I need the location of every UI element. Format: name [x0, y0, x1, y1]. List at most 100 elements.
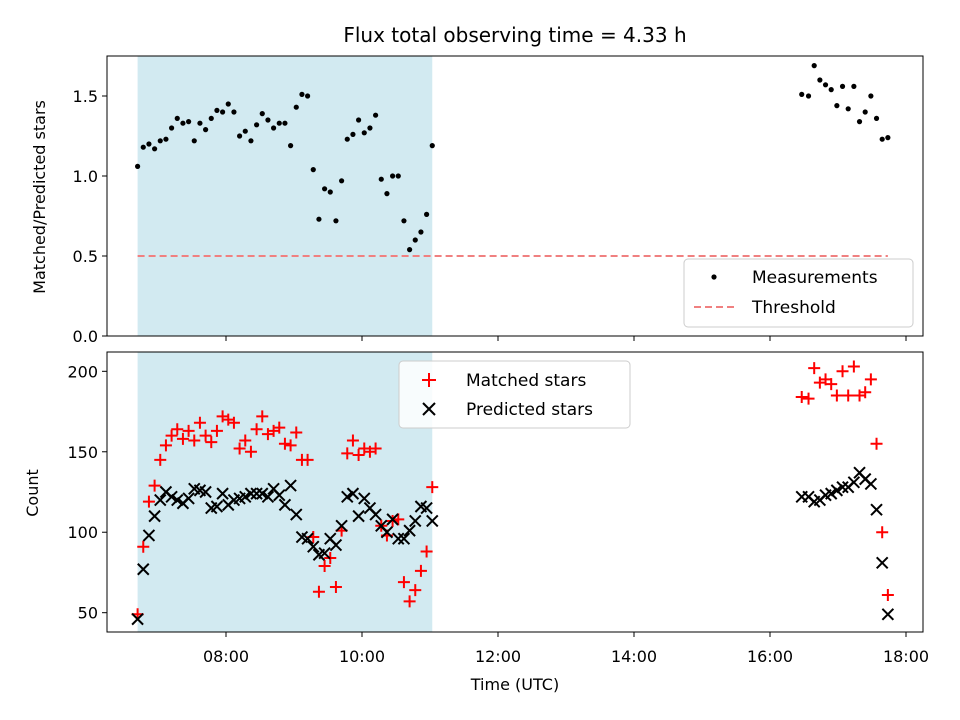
- predicted-star-marker: [142, 529, 156, 542]
- measurement-points: [135, 63, 891, 253]
- measurement-point: [208, 115, 214, 121]
- measurement-point: [885, 135, 891, 141]
- measurement-point: [276, 120, 282, 126]
- legend-predicted-label: Predicted stars: [466, 400, 593, 420]
- matched-star-marker: [193, 416, 206, 429]
- matched-star-marker: [210, 424, 223, 437]
- matched-star-marker: [142, 495, 155, 508]
- top-legend: Measurements Threshold: [683, 258, 914, 328]
- chart-title: Flux total observing time = 4.33 h: [343, 23, 686, 47]
- measurement-point: [203, 127, 209, 133]
- matched-star-marker: [409, 584, 422, 597]
- predicted-star-marker: [239, 490, 252, 504]
- predicted-star-marker: [875, 556, 889, 570]
- measurement-point: [225, 101, 231, 107]
- measurement-point: [868, 93, 874, 99]
- matched-star-marker: [188, 434, 201, 447]
- measurement-point: [799, 91, 805, 97]
- predicted-star-marker: [199, 485, 212, 499]
- measurement-point: [828, 87, 834, 93]
- matched-star-marker: [256, 410, 269, 423]
- measurement-point: [856, 119, 863, 125]
- top-observing-window: [137, 56, 433, 336]
- predicted-star-marker: [824, 487, 838, 500]
- measurement-point: [873, 115, 880, 121]
- top-plot-frame: [106, 55, 924, 337]
- predicted-star-marker: [171, 493, 184, 507]
- measurement-point: [282, 120, 288, 126]
- measurement-point: [152, 146, 158, 152]
- predicted-star-marker: [352, 509, 365, 523]
- matched-star-marker: [182, 424, 195, 437]
- matched-star-marker: [808, 362, 821, 375]
- measurement-point: [305, 93, 311, 99]
- measurement-point: [271, 125, 277, 131]
- measurement-point: [418, 229, 424, 235]
- predicted-star-marker: [301, 532, 314, 545]
- measurement-point: [322, 186, 328, 192]
- predicted-star-marker: [847, 476, 861, 489]
- matched-star-marker: [171, 423, 184, 436]
- measurement-point: [169, 125, 175, 131]
- matched-star-marker: [426, 481, 439, 494]
- measurement-point: [361, 130, 367, 136]
- measurement-point: [299, 91, 305, 97]
- bottom-y-axis-label: Count: [23, 469, 42, 517]
- predicted-star-marker: [380, 526, 394, 539]
- predicted-star-marker: [864, 477, 878, 491]
- measurement-point: [845, 106, 851, 112]
- predicted-star-marker: [426, 514, 439, 528]
- measurement-point: [879, 136, 885, 142]
- predicted-star-marker: [290, 508, 303, 521]
- matched-star-marker: [392, 513, 405, 526]
- legend-matched-marker: [422, 373, 436, 387]
- measurement-point: [367, 125, 373, 131]
- predicted-star-marker: [335, 519, 348, 533]
- measurement-point: [862, 109, 868, 115]
- measurement-point: [373, 112, 379, 118]
- measurement-point: [356, 117, 362, 123]
- measurement-point: [220, 109, 226, 115]
- predicted-star-marker: [329, 538, 343, 552]
- predicted-star-marker: [278, 498, 292, 512]
- predicted-star-marker: [250, 487, 263, 500]
- predicted-star-marker: [131, 612, 144, 626]
- predicted-star-marker: [307, 540, 320, 553]
- predicted-star-marker: [165, 490, 178, 504]
- x-tick-label: 12:00: [475, 647, 521, 666]
- top-legend-box: [683, 258, 914, 328]
- matched-star-marker: [795, 391, 808, 404]
- measurement-point: [214, 107, 220, 113]
- measurement-point: [191, 138, 197, 144]
- matched-star-marker: [842, 389, 855, 402]
- matched-star-marker: [397, 576, 410, 589]
- measurement-point: [839, 83, 846, 89]
- measurement-point: [384, 191, 390, 197]
- measurement-point: [327, 189, 333, 195]
- bottom-y-tick-label: 100: [67, 523, 98, 542]
- matched-star-marker: [227, 416, 240, 429]
- measurement-point: [259, 111, 265, 117]
- measurement-point: [157, 138, 163, 144]
- measurement-point: [174, 115, 180, 121]
- measurement-point: [197, 120, 203, 126]
- measurement-point: [140, 144, 146, 150]
- matched-star-marker: [154, 453, 167, 466]
- predicted-star-marker: [397, 532, 411, 545]
- predicted-star-marker: [830, 484, 844, 497]
- predicted-star-marker: [273, 489, 286, 502]
- measurement-point: [254, 122, 260, 128]
- measurement-point: [378, 176, 384, 182]
- bottom-legend-box: [398, 360, 631, 429]
- matched-star-marker: [341, 447, 354, 460]
- measurement-point: [407, 247, 413, 253]
- matched-star-marker: [825, 378, 838, 391]
- measurement-point: [135, 163, 141, 169]
- predicted-star-marker: [870, 503, 883, 516]
- matched-star-marker: [284, 439, 297, 452]
- matched-star-marker: [403, 595, 416, 608]
- measurement-point: [146, 141, 152, 147]
- top-y-tick-label: 0.0: [73, 327, 98, 346]
- matched-star-marker: [318, 560, 331, 573]
- bottom-x-ticks: 08:00 10:00 12:00 14:00 16:00 18:00: [203, 632, 929, 666]
